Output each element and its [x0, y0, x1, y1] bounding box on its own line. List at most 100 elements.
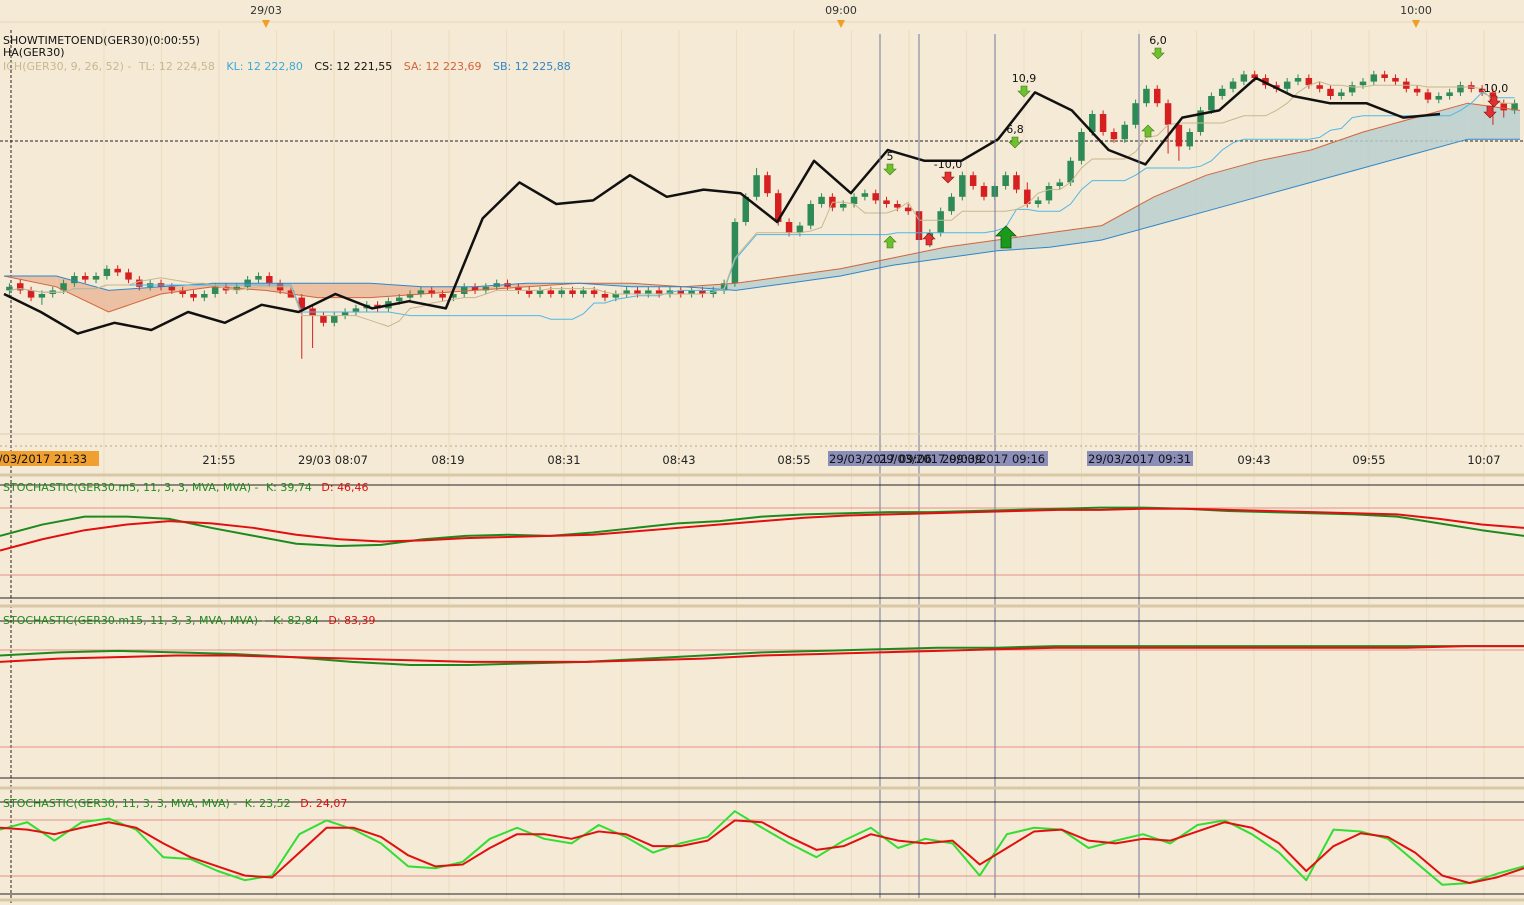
candle-body — [547, 290, 555, 294]
candle-body — [1511, 103, 1518, 111]
candle-body — [179, 290, 186, 294]
candle-body — [406, 294, 414, 298]
candle-body — [1153, 88, 1161, 104]
candle-body — [1327, 88, 1334, 96]
svg-text:STOCHASTIC(GER30.m5, 11, 3, 3,: STOCHASTIC(GER30.m5, 11, 3, 3, MVA, MVA)… — [3, 481, 369, 494]
candle-body — [1424, 92, 1432, 100]
signal-label: 10,9 — [1012, 72, 1037, 85]
indicator-legend: SHOWTIMETOEND(GER30)(0:00:55) HA(GER30) … — [3, 34, 571, 73]
stoch-line-d — [0, 645, 1524, 663]
legend-sb: SB: 12 225,88 — [493, 60, 571, 73]
kijun-line — [9, 91, 1515, 320]
candle-body — [850, 196, 858, 204]
candle-body — [1316, 85, 1323, 89]
candle-body — [1218, 88, 1226, 96]
candle-body — [1283, 81, 1291, 89]
current-time-badge[interactable] — [0, 451, 99, 466]
candle-body — [883, 200, 890, 204]
buy-arrow-icon — [1151, 47, 1165, 60]
stoch1-label: STOCHASTIC(GER30.m5, 11, 3, 3, MVA, MVA)… — [3, 481, 262, 494]
time-label-4: 08:31 — [547, 453, 580, 467]
candle-body — [969, 175, 977, 186]
candle-body — [807, 204, 814, 226]
chikou-line — [3, 76, 1441, 335]
current-time-label: 28/03/2017 21:33 — [0, 452, 87, 466]
candle-body — [1457, 85, 1464, 93]
candle-body — [1045, 186, 1053, 201]
candle-body — [1435, 96, 1443, 100]
candle-body — [298, 297, 306, 309]
legend-cs: CS: 12 221,55 — [314, 60, 392, 73]
candle-body — [1067, 160, 1074, 183]
candle-body — [1251, 74, 1258, 78]
candle-body — [1229, 81, 1237, 89]
cloud-segment — [788, 268, 841, 284]
candle-body — [1370, 74, 1378, 82]
highlight-badge-4[interactable] — [1087, 451, 1193, 466]
candle-body — [937, 211, 944, 233]
candle-body — [92, 276, 100, 280]
ichimoku-lines — [3, 76, 1521, 335]
cloud-segment — [108, 286, 161, 312]
signal-label: 5 — [887, 150, 894, 163]
time-label-1: 21:55 — [202, 453, 235, 467]
candle-body — [872, 193, 879, 201]
legend-showtime: SHOWTIMETOEND(GER30)(0:00:55) — [3, 34, 200, 47]
candle-body — [601, 294, 609, 298]
top-axis-label-2: 09:00 — [825, 4, 857, 17]
top-marker-1 — [262, 20, 270, 28]
highlight-badge-group[interactable] — [828, 451, 1048, 466]
signal-label: 6,8 — [1006, 123, 1024, 136]
cloud-segment — [317, 283, 370, 298]
signal-label: 6,0 — [1149, 34, 1167, 47]
candle-body — [645, 290, 652, 294]
candle-body — [536, 290, 544, 294]
candle-body — [1446, 92, 1453, 96]
legend-tl: TL: 12 224,58 — [138, 60, 215, 73]
stochastic-panel-m1: STOCHASTIC(GER30, 11, 3, 3, MVA, MVA) - … — [0, 786, 1524, 895]
senkou-b-line — [4, 138, 1520, 291]
candle-body — [818, 196, 825, 204]
buy-arrow-icon — [1008, 136, 1022, 149]
candle-body — [71, 276, 78, 284]
cloud-segment — [1049, 225, 1102, 248]
candle-body — [482, 286, 490, 291]
candle-body — [450, 294, 457, 298]
stoch-line-d — [0, 507, 1524, 552]
candle-body — [569, 290, 576, 294]
candle-body — [839, 204, 847, 208]
stoch2-label: STOCHASTIC(GER30.m15, 11, 3, 3, MVA, MVA… — [3, 614, 269, 627]
candle-body — [395, 297, 403, 302]
cloud-segment — [1310, 132, 1364, 183]
time-label-5: 08:43 — [662, 453, 695, 467]
up-arrow-icon — [883, 235, 897, 249]
cloud-segment — [1363, 117, 1416, 168]
svg-text:STOCHASTIC(GER30.m15, 11, 3, 3: STOCHASTIC(GER30.m15, 11, 3, 3, MVA, MVA… — [3, 614, 376, 627]
senkou-a-line — [3, 102, 1521, 313]
cloud-segment — [1258, 150, 1311, 197]
stochastic-panel-m5: STOCHASTIC(GER30.m5, 11, 3, 3, MVA, MVA)… — [0, 473, 1524, 599]
candle-body — [1381, 74, 1388, 78]
candle-body — [1500, 103, 1508, 111]
big-buy-arrow-icon — [995, 225, 1017, 249]
candle-body — [612, 294, 620, 298]
candle-body — [211, 286, 219, 294]
candle-body — [331, 315, 338, 323]
time-label-6: 08:55 — [777, 453, 810, 467]
candle-body — [1121, 124, 1129, 140]
candle-body — [439, 294, 446, 298]
candle-body — [1348, 85, 1356, 93]
candle-body — [125, 272, 132, 280]
candle-body — [16, 283, 24, 291]
candle-body — [894, 204, 901, 208]
candle-body — [515, 286, 522, 291]
candle-body — [38, 294, 46, 298]
stoch2-d: D: 83,39 — [328, 614, 375, 627]
top-axis-label-3: 10:00 — [1400, 4, 1432, 17]
buy-arrow-icon — [883, 163, 897, 176]
stoch-line-k — [0, 645, 1524, 666]
legend-ha: HA(GER30) — [3, 46, 65, 59]
candle-body — [677, 290, 685, 294]
candle-body — [1478, 88, 1486, 93]
